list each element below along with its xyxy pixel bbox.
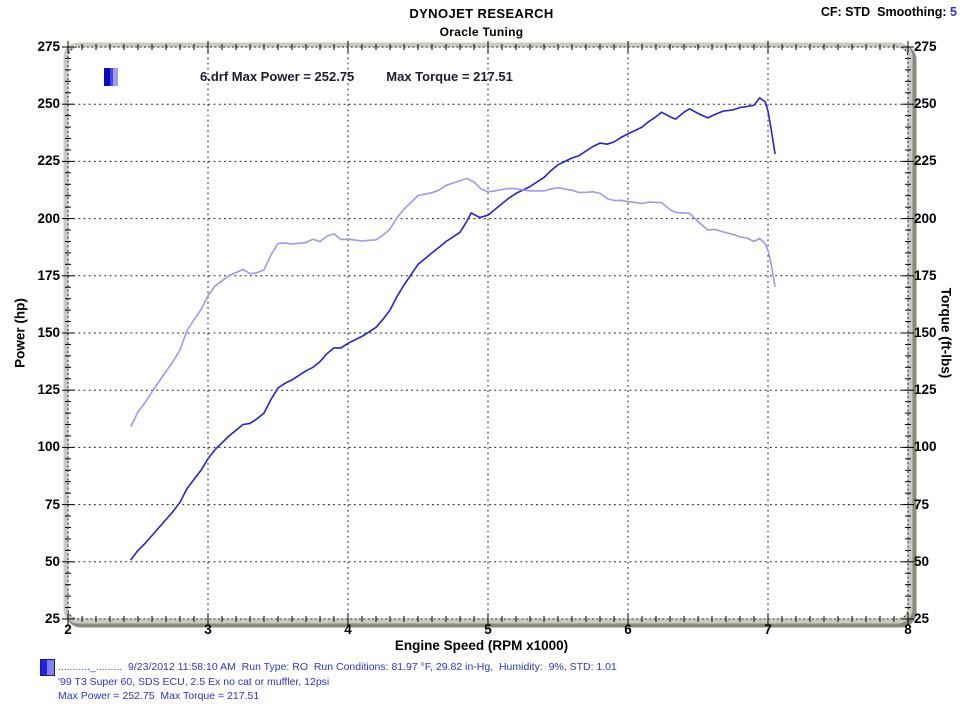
rpm-tick-label: 4	[344, 622, 352, 637]
torque-tick-label: 150	[914, 325, 937, 340]
legend-max-power: 6.drf Max Power = 252.75	[200, 69, 355, 84]
torque-tick-label: 75	[914, 497, 930, 512]
grid-lines	[68, 47, 908, 619]
rpm-tick-label: 3	[204, 622, 212, 637]
correction-factor-label: CF: STD	[820, 5, 871, 19]
rpm-tick-label: 2	[64, 622, 72, 637]
power-tick-label: 25	[44, 611, 60, 626]
power-tick-label: 225	[37, 153, 60, 168]
rpm-tick-label: 8	[904, 622, 912, 637]
footer-run-color-swatch	[40, 659, 55, 676]
legend-readout: 6.drf Max Power = 252.75 Max Torque = 217…	[200, 69, 513, 84]
plot-frame	[67, 46, 909, 620]
max-values-line: Max Power = 252.75 Max Torque = 217.51	[58, 690, 260, 702]
torque-tick-label: 100	[914, 439, 937, 454]
torque-tick-label: 175	[914, 268, 937, 283]
power-tick-label: 125	[37, 382, 60, 397]
legend-run-color-swatch	[104, 68, 118, 86]
smoothing-label: Smoothing:	[877, 5, 947, 19]
power-tick-label: 200	[37, 211, 60, 226]
power-tick-label: 150	[37, 325, 60, 340]
power-tick-label: 275	[37, 39, 60, 54]
rpm-tick-label: 5	[484, 622, 492, 637]
smoothing-value: 5	[950, 5, 957, 19]
run-info-line: ..........._......... 9/23/2012 11:58:10…	[58, 661, 617, 673]
torque-tick-label: 250	[914, 96, 937, 111]
power-tick-label: 175	[37, 268, 60, 283]
power-curve	[130, 97, 776, 561]
rpm-tick-label: 6	[624, 622, 632, 637]
power-tick-label: 100	[37, 439, 60, 454]
power-tick-label: 50	[44, 554, 60, 569]
torque-tick-label: 125	[914, 382, 937, 397]
torque-tick-label: 25	[914, 611, 930, 626]
rpm-tick-label: 7	[764, 622, 772, 637]
vehicle-info-line: '99 T3 Super 60, SDS ECU, 2.5 Ex no cat …	[58, 676, 330, 688]
power-tick-label: 75	[44, 497, 60, 512]
rpm-axis-title: Engine Speed (RPM x1000)	[394, 638, 569, 653]
page-title: DYNOJET RESEARCH	[409, 6, 554, 21]
legend-max-torque: Max Torque = 217.51	[386, 69, 513, 84]
torque-tick-label: 200	[914, 211, 937, 226]
torque-tick-label: 225	[914, 153, 937, 168]
torque-curve	[130, 177, 776, 427]
page-subtitle: Oracle Tuning	[439, 25, 524, 39]
correction-smoothing-readout: CF: STD Smoothing: 5	[821, 5, 957, 19]
torque-tick-label: 50	[914, 554, 930, 569]
torque-tick-label: 275	[914, 39, 937, 54]
power-tick-label: 250	[37, 96, 60, 111]
